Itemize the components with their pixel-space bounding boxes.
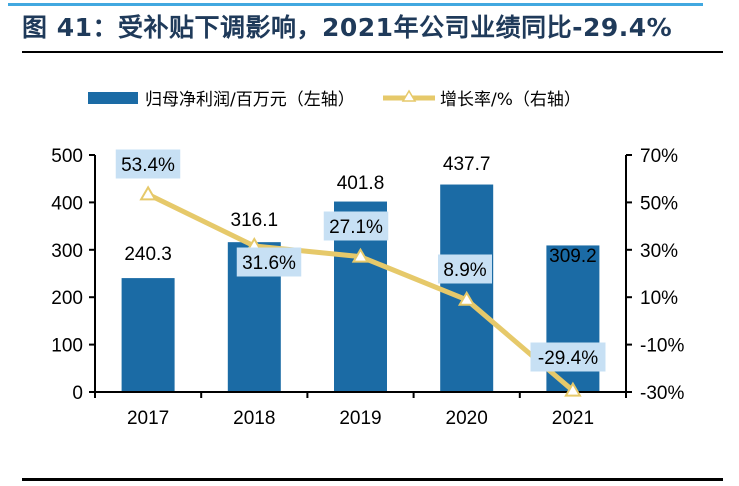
right-tick-label: 70% (640, 146, 678, 167)
growth-label-box (115, 149, 181, 179)
legend-triangle-marker-icon (401, 89, 417, 102)
growth-label-box (530, 342, 606, 372)
x-tick-label: 2017 (127, 408, 169, 429)
legend-bar-swatch (88, 92, 138, 104)
title-divider (22, 51, 723, 53)
growth-label-box (323, 211, 389, 241)
growth-value-label: 31.6% (242, 253, 296, 274)
x-tick-label: 2020 (446, 408, 488, 429)
growth-value-label: 8.9% (443, 260, 486, 281)
right-tick-label: 10% (640, 288, 678, 309)
x-tick-label: 2021 (552, 408, 594, 429)
bar-value-label: 316.1 (231, 210, 279, 231)
x-tick-label: 2019 (339, 408, 381, 429)
growth-label-box (236, 247, 302, 277)
left-tick-label: 0 (72, 383, 83, 404)
bar-value-label: 240.3 (124, 244, 172, 265)
right-tick-label: 50% (640, 193, 678, 214)
figure-title: 图 41：受补贴下调影响，2021年公司业绩同比-29.4% (22, 13, 673, 42)
growth-value-label: -29.4% (538, 348, 598, 369)
legend-bar-label: 归母净利润/百万元（左轴） (145, 90, 355, 110)
top-accent-line (8, 3, 703, 6)
left-tick-label: 200 (51, 288, 83, 309)
left-tick-label: 100 (51, 336, 83, 357)
line-marker-2017 (139, 185, 157, 201)
bar-2017 (121, 278, 175, 392)
bar-value-label: 309.2 (549, 246, 597, 267)
bar-value-label: 437.7 (443, 154, 491, 175)
right-tick-label: 30% (640, 241, 678, 262)
right-tick-label: -30% (640, 383, 684, 404)
legend: 归母净利润/百万元（左轴） 增长率/%（右轴） (88, 89, 581, 110)
line-marker-2021 (564, 381, 582, 397)
right-tick-label: -10% (640, 336, 684, 357)
legend-line-label: 增长率/%（右轴） (440, 90, 581, 110)
labels-group: 240.3 316.1 401.8 437.7 309.2 53.4% 31.6% 27.1%… (115, 149, 606, 372)
growth-value-label: 53.4% (121, 155, 175, 176)
bar-value-label: 401.8 (337, 173, 385, 194)
line-marker-2019 (351, 247, 370, 263)
growth-value-label: 27.1% (329, 217, 383, 238)
left-tick-label: 400 (51, 193, 83, 214)
x-tick-label: 2018 (233, 408, 275, 429)
growth-label-box (438, 254, 492, 284)
axes-group: 0 100 200 300 400 500 -30% -10% 10% 30% 50% 70% 2017… (51, 146, 684, 429)
left-tick-label: 300 (51, 241, 83, 262)
bottom-divider (22, 478, 723, 481)
left-tick-label: 500 (51, 146, 83, 167)
line-group (139, 185, 582, 397)
line-marker-2020 (457, 290, 476, 306)
bar-2020 (440, 184, 494, 392)
